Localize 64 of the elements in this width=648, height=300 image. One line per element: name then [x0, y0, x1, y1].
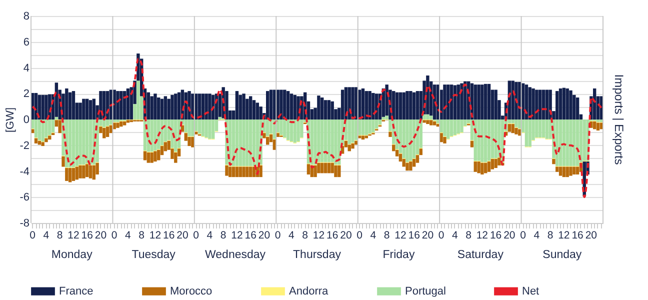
y-tick-label: -8: [20, 218, 30, 230]
y-tick-label: -4: [20, 166, 30, 178]
x-tick-label: 20: [422, 230, 434, 242]
y-axis-title: [GW]: [4, 107, 17, 133]
x-tick-label: 16: [162, 230, 175, 242]
legend-label: Portugal: [405, 285, 446, 298]
x-tick-label: 4: [534, 230, 540, 242]
x-tick-label: 8: [56, 230, 63, 242]
x-tick-label: 12: [231, 230, 243, 242]
x-tick-label: 0: [193, 230, 200, 242]
y-tick-label: 2: [23, 88, 30, 100]
y-tick-label: 0: [23, 114, 30, 126]
text: Saturday: [457, 249, 504, 261]
x-tick-label: 16: [244, 230, 257, 242]
x-tick-label: 20: [504, 230, 516, 242]
x-tick-label: 8: [302, 230, 308, 242]
x-tick-label: 8: [547, 230, 554, 242]
x-tick-label: 12: [394, 230, 406, 242]
x-tick-label: 4: [370, 230, 376, 242]
x-tick-label: 20: [258, 230, 270, 242]
text: Wednesday: [205, 249, 266, 261]
x-tick-label: 12: [558, 230, 570, 242]
x-tick-label: 8: [220, 230, 226, 242]
y2-axis-title: Imports | Exports: [612, 74, 626, 165]
text: Tuesday: [132, 249, 176, 261]
x-tick-label: 12: [476, 230, 488, 242]
y-tick-label: 4: [23, 62, 30, 74]
x-tick-label: 4: [43, 230, 50, 242]
x-tick-label: 0: [356, 230, 363, 242]
y-tick-label: 6: [23, 36, 30, 48]
x-tick-label: 8: [466, 230, 472, 242]
x-tick-label: 0: [520, 230, 526, 242]
legend-label: Net: [522, 285, 540, 298]
x-tick-label: 0: [111, 230, 118, 242]
x-tick-label: 16: [81, 230, 94, 242]
x-tick-label: 4: [125, 230, 132, 242]
legend-label: Morocco: [170, 285, 212, 298]
x-tick-label: 4: [206, 230, 213, 242]
y-tick-label: -6: [20, 192, 30, 204]
x-tick-label: 12: [68, 230, 80, 242]
x-tick-label: 12: [312, 230, 325, 242]
text: Friday: [382, 249, 415, 261]
x-tick-label: 16: [408, 230, 420, 242]
text: Monday: [51, 249, 93, 261]
x-tick-label: 16: [326, 230, 338, 242]
legend-label: France: [59, 285, 94, 298]
y-tick-label: 8: [23, 10, 30, 22]
x-tick-label: 0: [274, 230, 281, 242]
x-tick-label: 4: [452, 230, 458, 242]
x-tick-label: 20: [94, 230, 107, 242]
x-tick-label: 16: [572, 230, 584, 242]
x-tick-label: 0: [438, 230, 444, 242]
text: Thursday: [293, 249, 342, 261]
x-tick-label: 8: [138, 230, 145, 242]
x-tick-label: 16: [490, 230, 502, 242]
x-tick-label: 12: [149, 230, 162, 242]
x-tick-label: 20: [340, 230, 352, 242]
x-tick-label: 8: [384, 230, 390, 242]
x-tick-label: 4: [288, 230, 295, 242]
text: Sunday: [542, 249, 582, 261]
legend-label: Andorra: [289, 285, 330, 298]
x-tick-label: 20: [176, 230, 188, 242]
x-tick-label: 20: [585, 230, 598, 242]
y-tick-label: -2: [20, 140, 30, 152]
